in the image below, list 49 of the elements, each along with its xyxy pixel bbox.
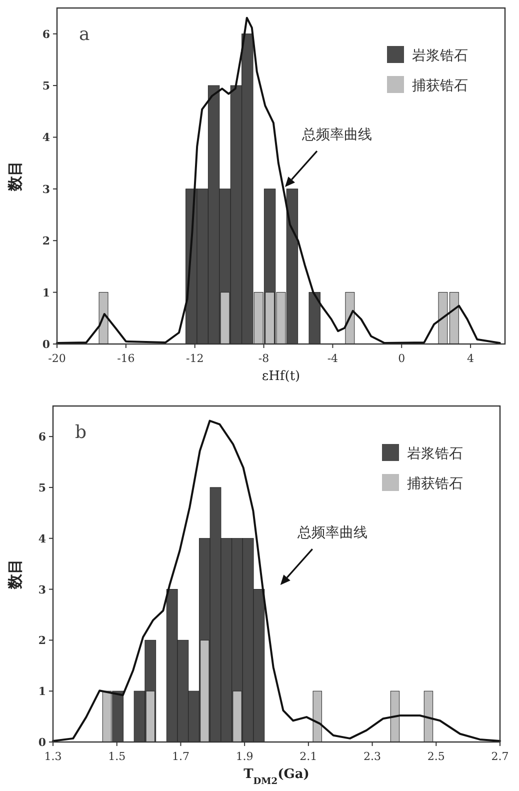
x-tick-label: 1.9 [236,750,254,763]
x-axis-title: T$_{DM2}$(Ga) [244,767,310,786]
x-tick-label: 1.5 [108,750,126,763]
y-axis-title: 数目 [6,161,24,192]
line-series [56,16,501,344]
y-tick-label: 4 [42,131,50,144]
y-tick-label: 0 [38,736,46,749]
x-tick-label: -8 [258,352,270,365]
bar [98,292,108,344]
y-axis-title: 数目 [6,559,24,590]
x-tick-label: 1.7 [172,750,190,763]
y-tick-label: 2 [42,234,50,248]
x-tick-label: 2.7 [491,750,509,763]
bar [424,690,434,742]
bar [390,690,400,742]
y-tick-label: 6 [42,28,50,41]
x-tick-label: 2.5 [427,750,445,763]
y-tick-label: 3 [42,182,50,196]
x-tick-label: -4 [327,352,338,365]
x-tick-label: 1.3 [44,750,62,763]
y-tick-label: 5 [38,481,46,494]
x-tick-label: 4 [467,352,474,365]
x-tick-label: -12 [186,352,204,365]
legend-label: 捕获锆石 [412,78,468,94]
y-tick-label: 2 [38,634,46,648]
annotation: b [75,422,87,443]
line-series [52,420,501,742]
y-tick-label: 1 [42,286,50,300]
legend-label: 捕获锆石 [407,476,463,492]
x-tick-label: -20 [48,352,66,365]
y-tick-label: 5 [42,80,50,93]
x-tick-label: 2.1 [300,750,318,763]
y-tick-label: 4 [38,532,46,546]
legend-label: 岩浆锆石 [412,48,468,64]
y-tick-label: 0 [42,338,50,351]
y-tick-label: 6 [38,430,46,444]
x-axis-title: εHf(t) [262,369,300,384]
legend-label: 岩浆锆石 [407,446,463,462]
x-tick-label: 0 [398,352,406,365]
bar [308,292,320,344]
annotation: 总频率曲线 [296,525,368,542]
annotation: a [79,24,90,45]
y-tick-label: 1 [38,685,46,698]
y-tick-label: 3 [38,583,46,596]
x-tick-label: 2.3 [364,750,382,763]
x-tick-label: -16 [117,352,135,365]
annotation: 总频率曲线 [301,127,372,144]
bar [312,690,322,742]
bar [345,292,355,344]
